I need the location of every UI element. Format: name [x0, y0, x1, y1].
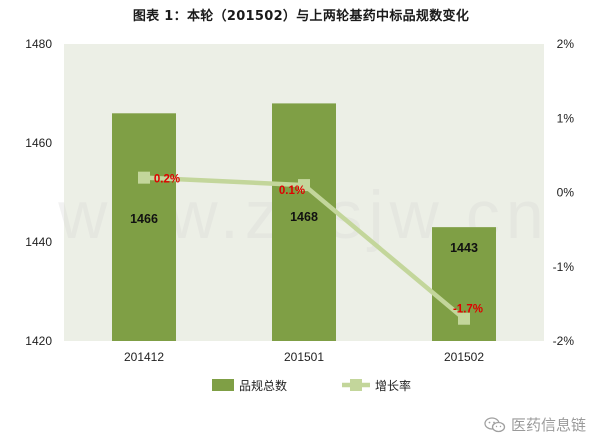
- bar-value-label: 1443: [450, 241, 478, 255]
- growth-value-label: 0.2%: [154, 174, 180, 186]
- bar-value-label: 1466: [130, 212, 158, 226]
- left-axis-tick: 1460: [25, 136, 52, 150]
- left-axis-tick: 1420: [25, 334, 52, 348]
- x-axis-tick: 201412: [124, 350, 164, 364]
- bar-value-label: 1468: [290, 210, 318, 224]
- growth-value-label: -1.7%: [453, 304, 483, 316]
- wechat-icon: [484, 416, 506, 432]
- growth-point-201412: [138, 171, 150, 184]
- legend-swatch-bar: [212, 379, 234, 391]
- right-axis-tick: 1%: [557, 111, 575, 125]
- legend-label-line: 增长率: [375, 378, 411, 393]
- growth-point-201501: [298, 179, 310, 192]
- chart-title: 图表 1：本轮（201502）与上两轮基药中标品规数变化: [132, 9, 470, 24]
- left-axis-tick: 1440: [25, 235, 52, 249]
- x-axis-tick: 201502: [444, 350, 484, 364]
- growth-point-201502: [458, 312, 470, 325]
- legend-label-bar: 品规总数: [239, 378, 287, 393]
- right-axis-tick: 2%: [557, 37, 575, 51]
- growth-value-label: 0.1%: [279, 185, 305, 197]
- right-axis-tick: 0%: [557, 186, 575, 200]
- right-axis-tick: -1%: [553, 260, 575, 274]
- bar-201501: [272, 103, 336, 342]
- left-axis-tick: 1480: [25, 37, 52, 51]
- x-axis-tick: 201501: [284, 350, 324, 364]
- legend-marker-line: [350, 379, 362, 391]
- brand-badge: 医药信息链: [484, 414, 586, 435]
- brand-text: 医药信息链: [510, 416, 586, 434]
- bar-201412: [112, 113, 176, 341]
- right-axis-tick: -2%: [553, 334, 575, 348]
